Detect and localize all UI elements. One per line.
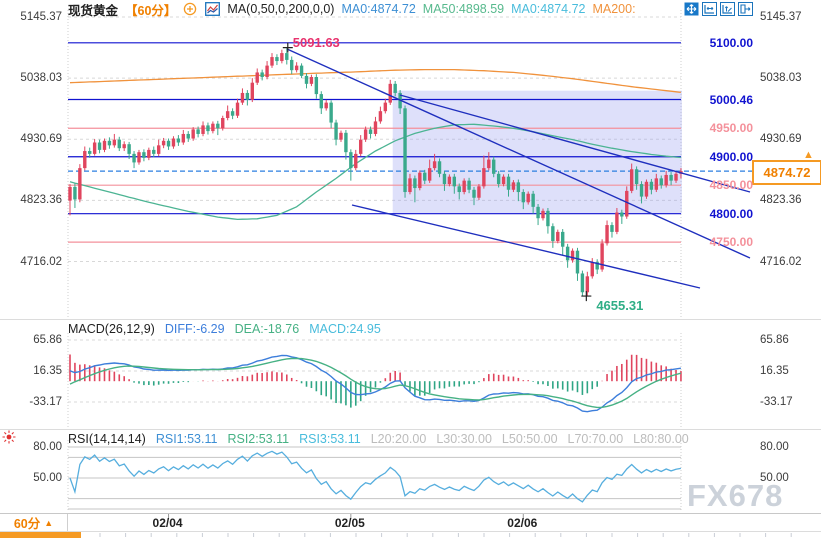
macd-diff-value: DIFF:-6.29 <box>164 322 225 336</box>
price-axis-label-left: 4823.36 <box>20 194 62 207</box>
date-label: 02/05 <box>334 516 365 530</box>
date-label: 02/04 <box>152 516 183 530</box>
date-label: 02/06 <box>507 516 538 530</box>
current-price-tag: 4874.72 <box>752 160 821 185</box>
macd-macd-value: MACD:24.95 <box>309 322 381 336</box>
chart-type-icon[interactable] <box>205 2 221 16</box>
rsi-l50: L50:50.00 <box>501 432 558 446</box>
macd-title: MACD(26,12,9) <box>68 322 155 336</box>
indicator-settings-icon[interactable] <box>2 430 16 449</box>
level-label: 4750.00 <box>709 235 753 250</box>
price-axis-label-left: 4716.02 <box>20 255 62 268</box>
rsi-l80: L80:80.00 <box>633 432 689 446</box>
level-label: 4850.00 <box>709 178 753 193</box>
price-axis-label-right: 4716.02 <box>760 255 802 268</box>
price-axis-label-left: 5145.37 <box>20 11 62 23</box>
price-axis-label-right: 4930.69 <box>760 133 802 146</box>
ma50-value: MA50:4898.59 <box>422 2 505 16</box>
rsi-l70: L70:70.00 <box>567 432 624 446</box>
price-up-arrow-icon: ▲ <box>803 149 814 161</box>
chart-header: 现货黄金 【60分】 MA(0,50,0,200,0,0) MA0:4874.7… <box>68 1 636 18</box>
macd-axis-label-right: 65.86 <box>760 333 789 346</box>
zoom-x-axis-icon[interactable] <box>702 2 717 16</box>
level-label: 5000.46 <box>709 92 753 107</box>
macd-axis-label-right: 16.35 <box>760 364 789 377</box>
symbol-name: 现货黄金 <box>68 3 119 18</box>
high-annotation: 5091.63 <box>292 34 340 50</box>
interval-selector[interactable]: 60分 ▲ <box>0 514 68 531</box>
rsi1-value: RSI1:53.11 <box>155 432 218 446</box>
rsi-axis-label-left: 80.00 <box>33 441 62 453</box>
scrollbar-thumb[interactable] <box>0 532 81 538</box>
ma-settings: MA(0,50,0,200,0,0) <box>227 2 335 16</box>
rsi3-value: RSI3:53.11 <box>299 432 361 446</box>
interval-selector-label: 60分 <box>13 517 41 531</box>
price-axis-label-left: 4930.69 <box>20 133 62 146</box>
low-annotation: 4655.31 <box>596 298 644 314</box>
ma0-value: MA0:4874.72 <box>341 2 416 16</box>
rsi-axis-label-right: 80.00 <box>760 441 789 453</box>
macd-axis-label-left: 16.35 <box>33 364 62 377</box>
macd-axis-label-right: -33.17 <box>760 395 793 408</box>
rsi-axis-label-right: 50.00 <box>760 472 789 484</box>
level-label: 4800.00 <box>709 206 753 221</box>
rsi-l30: L30:30.00 <box>436 432 492 446</box>
price-macd-divider <box>0 319 821 320</box>
exit-chart-icon[interactable] <box>738 2 753 16</box>
macd-axis-label-left: 65.86 <box>33 333 62 346</box>
ma200-value: MA200: <box>592 2 636 16</box>
level-label: 5100.00 <box>709 35 753 50</box>
level-label: 4900.00 <box>709 149 753 164</box>
current-price-value: 4874.72 <box>763 165 811 180</box>
macd-header: MACD(26,12,9) DIFF:-6.29 DEA:-18.76 MACD… <box>68 322 381 336</box>
interval-label[interactable]: 【60分】 <box>125 3 177 18</box>
zoom-y-axis-icon[interactable] <box>720 2 735 16</box>
macd-dea-value: DEA:-18.76 <box>234 322 300 336</box>
pan-chart-icon[interactable] <box>684 2 699 16</box>
price-axis-label-left: 5038.03 <box>20 72 62 85</box>
chart-toolbar <box>684 2 753 16</box>
rsi-title: RSI(14,14,14) <box>68 432 146 446</box>
add-indicator-icon[interactable] <box>183 2 198 16</box>
price-axis-label-right: 4823.36 <box>760 194 802 207</box>
watermark: FX678 <box>687 478 784 513</box>
ma0b-value: MA0:4874.72 <box>511 2 586 16</box>
rsi-l20: L20:20.00 <box>370 432 427 446</box>
scrollbar-divider <box>0 531 821 532</box>
macd-rsi-divider <box>0 429 821 430</box>
rsi-header: RSI(14,14,14) RSI1:53.11 RSI2:53.11 RSI3… <box>68 432 689 446</box>
rsi-axis-label-left: 50.00 <box>33 472 62 484</box>
price-axis-label-right: 5145.37 <box>760 11 802 23</box>
interval-up-arrow-icon: ▲ <box>44 517 54 528</box>
rsi2-value: RSI2:53.11 <box>227 432 290 446</box>
price-axis-label-right: 5038.03 <box>760 72 802 85</box>
level-label: 4950.00 <box>709 121 753 136</box>
macd-axis-label-left: -33.17 <box>29 395 62 408</box>
axis-divider <box>0 513 821 514</box>
